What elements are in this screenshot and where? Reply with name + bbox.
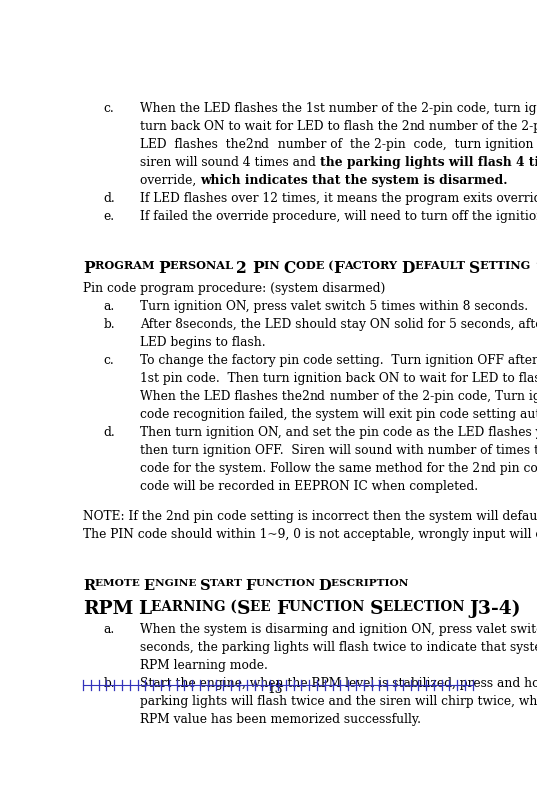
Text: nd: nd [253, 138, 270, 151]
Text: P: P [252, 260, 264, 277]
Text: then turn ignition OFF.  Siren will sound with number of times to indicate new p: then turn ignition OFF. Siren will sound… [140, 444, 537, 457]
Text: LED  flashes  the2: LED flashes the2 [140, 138, 253, 151]
Text: which indicates that the system is disarmed.: which indicates that the system is disar… [200, 174, 507, 187]
Text: EFAULT: EFAULT [415, 260, 469, 271]
Text: a.: a. [104, 300, 115, 314]
Text: S: S [469, 260, 480, 277]
Text: ODE (: ODE ( [296, 260, 333, 271]
Text: nd: nd [480, 462, 496, 475]
Text: code recognition failed, the system will exit pin code setting automatically.: code recognition failed, the system will… [140, 408, 537, 421]
Text: 2: 2 [236, 260, 252, 277]
Text: override,: override, [140, 174, 200, 187]
Text: d.: d. [104, 192, 115, 205]
Text: IN: IN [264, 260, 284, 271]
Text: Turn ignition ON, press valet switch 5 times within 8 seconds.: Turn ignition ON, press valet switch 5 t… [140, 300, 528, 314]
Text: turn back ON to wait for LED to flash the 2: turn back ON to wait for LED to flash th… [140, 120, 410, 133]
Text: P: P [83, 260, 95, 277]
Text: ROGRAM: ROGRAM [95, 260, 158, 271]
Text: c.: c. [104, 354, 114, 367]
Text: The PIN code should within 1~9, 0 is not acceptable, wrongly input will exit the: The PIN code should within 1~9, 0 is not… [83, 529, 537, 541]
Text: number of  the 2-pin  code,  turn ignition  OFF  When  complete,: number of the 2-pin code, turn ignition … [270, 138, 537, 151]
Text: 1,2): 1,2) [534, 260, 537, 277]
Text: nd: nd [410, 120, 425, 133]
Text: the parking lights will flash 4 times: the parking lights will flash 4 times [320, 156, 537, 169]
Text: J3-4): J3-4) [469, 600, 520, 619]
Text: R: R [83, 578, 95, 592]
Text: ESCRIPTION: ESCRIPTION [331, 578, 412, 588]
Text: C: C [284, 260, 296, 277]
Text: If LED flashes over 12 times, it means the program exits override procedure.: If LED flashes over 12 times, it means t… [140, 192, 537, 205]
Text: D: D [401, 260, 415, 277]
Text: P: P [158, 260, 170, 277]
Text: e.: e. [104, 210, 115, 223]
Text: b.: b. [104, 677, 115, 690]
Text: NGINE: NGINE [155, 578, 200, 588]
Text: a.: a. [104, 623, 115, 637]
Text: S: S [200, 578, 210, 592]
Text: When the LED flashes the 1st number of the 2-pin code, turn ignition OFF. Then: When the LED flashes the 1st number of t… [140, 102, 537, 115]
Text: seconds, the parking lights will flash twice to indicate that system has entered: seconds, the parking lights will flash t… [140, 641, 537, 654]
Text: EE: EE [250, 600, 276, 614]
Text: code will be recorded in EEPRON IC when completed.: code will be recorded in EEPRON IC when … [140, 480, 478, 493]
Text: When the LED flashes the2: When the LED flashes the2 [140, 390, 310, 403]
Text: d.: d. [104, 426, 115, 439]
Text: 1st pin code.  Then turn ignition back ON to wait for LED to flash the 2: 1st pin code. Then turn ignition back ON… [140, 372, 537, 386]
Text: D: D [318, 578, 331, 592]
Text: ETTING: ETTING [480, 260, 534, 271]
Text: F: F [246, 578, 256, 592]
Text: S: S [369, 600, 383, 618]
Text: b.: b. [104, 318, 115, 331]
Text: To change the factory pin code setting.  Turn ignition OFF after the LED flashes: To change the factory pin code setting. … [140, 354, 537, 367]
Text: parking lights will flash twice and the siren will chirp twice, which indicates : parking lights will flash twice and the … [140, 695, 537, 708]
Text: pin code.  The new 2-pin: pin code. The new 2-pin [496, 462, 537, 475]
Text: number of the 2-pin code, Turn ignition OFF, If the pin: number of the 2-pin code, Turn ignition … [326, 390, 537, 403]
Text: After 8seconds, the LED should stay ON solid for 5 seconds, after the 5 seconds: After 8seconds, the LED should stay ON s… [140, 318, 537, 331]
Text: EARNING (: EARNING ( [151, 600, 237, 614]
Text: If failed the override procedure, will need to turn off the ignition and return : If failed the override procedure, will n… [140, 210, 537, 223]
Text: F: F [333, 260, 344, 277]
Text: ERSONAL: ERSONAL [170, 260, 236, 271]
Text: Pin code program procedure: (system disarmed): Pin code program procedure: (system disa… [83, 283, 386, 295]
Text: number of the 2-pin code. When the: number of the 2-pin code. When the [425, 120, 537, 133]
Text: When the system is disarming and ignition ON, press valet switch 6 times within : When the system is disarming and ignitio… [140, 623, 537, 637]
Text: RPM value has been memorized successfully.: RPM value has been memorized successfull… [140, 713, 421, 726]
Text: F: F [276, 600, 289, 618]
Text: code for the system. Follow the same method for the 2: code for the system. Follow the same met… [140, 462, 480, 475]
Text: TART: TART [210, 578, 246, 588]
Text: ACTORY: ACTORY [344, 260, 401, 271]
Text: RPM: RPM [83, 600, 133, 618]
Text: EMOTE: EMOTE [95, 578, 143, 588]
Text: E: E [143, 578, 155, 592]
Text: LED begins to flash.: LED begins to flash. [140, 337, 266, 349]
Text: Then turn ignition ON, and set the pin code as the LED flashes your selected 1: Then turn ignition ON, and set the pin c… [140, 426, 537, 439]
Text: nd: nd [310, 390, 326, 403]
Text: c.: c. [104, 102, 114, 115]
Text: RPM learning mode.: RPM learning mode. [140, 660, 268, 672]
Text: L: L [138, 600, 151, 618]
Text: UNCTION: UNCTION [256, 578, 318, 588]
Text: 13: 13 [267, 683, 283, 696]
Text: siren will sound 4 times and: siren will sound 4 times and [140, 156, 320, 169]
Text: Start the engine, when the RPM level is stabilized, press and hold valet switch : Start the engine, when the RPM level is … [140, 677, 537, 690]
Text: ELECTION: ELECTION [383, 600, 469, 614]
Text: UNCTION: UNCTION [289, 600, 369, 614]
Text: NOTE: If the 2nd pin code setting is incorrect then the system will default pin : NOTE: If the 2nd pin code setting is inc… [83, 510, 537, 523]
Text: S: S [237, 600, 250, 618]
